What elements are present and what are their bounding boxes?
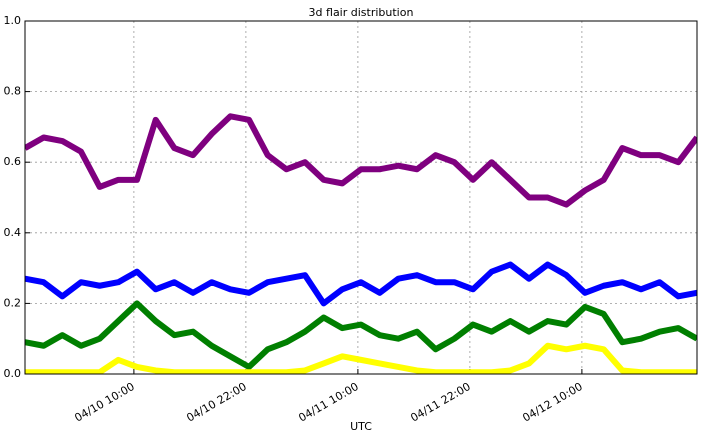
series-line: [25, 342, 697, 374]
series-line: [25, 300, 697, 370]
series-line: [25, 113, 697, 208]
y-tick-label: 0.8: [4, 85, 22, 98]
y-tick-label: 0.6: [4, 155, 22, 168]
y-tick-label: 0.0: [4, 367, 22, 380]
plot-frame: [24, 20, 698, 375]
y-tick-label: 0.4: [4, 226, 22, 239]
x-axis-label: UTC: [350, 420, 372, 433]
y-tick-label: 1.0: [4, 14, 22, 27]
chart-title: 3d flair distribution: [309, 6, 414, 19]
series-line: [25, 261, 697, 307]
y-tick-label: 0.2: [4, 296, 22, 309]
